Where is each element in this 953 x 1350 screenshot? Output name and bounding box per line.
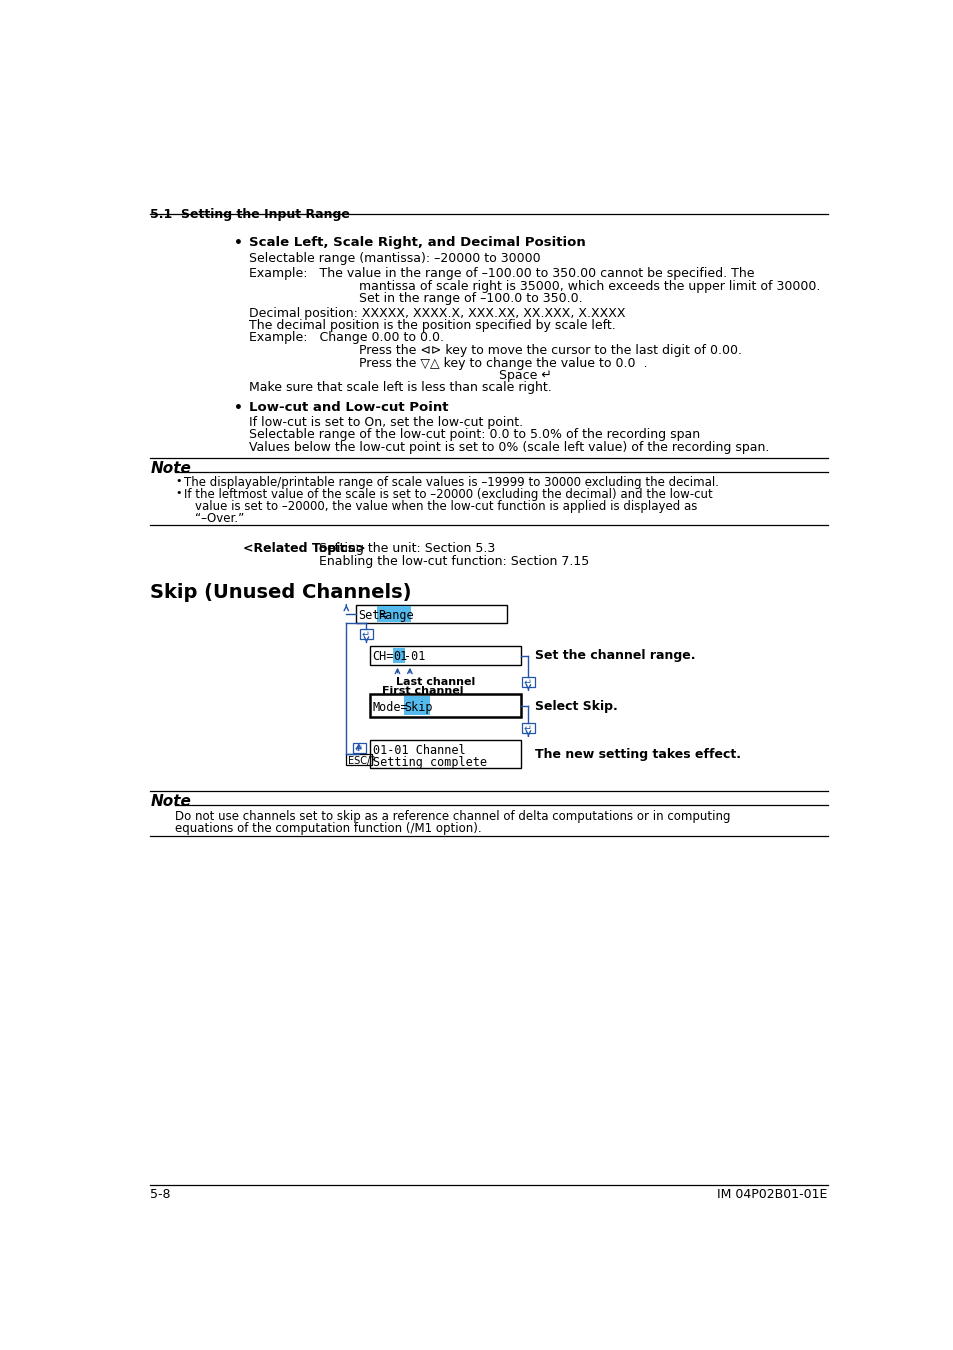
Text: Low-cut and Low-cut Point: Low-cut and Low-cut Point xyxy=(249,401,449,413)
Bar xyxy=(521,724,535,733)
Bar xyxy=(521,678,535,687)
Text: Example:   Change 0.00 to 0.0.: Example: Change 0.00 to 0.0. xyxy=(249,331,444,344)
Text: If the leftmost value of the scale is set to –20000 (excluding the decimal) and : If the leftmost value of the scale is se… xyxy=(184,489,712,501)
Text: Skip (Unused Channels): Skip (Unused Channels) xyxy=(150,583,412,602)
Text: -01: -01 xyxy=(404,651,425,663)
Bar xyxy=(369,740,520,768)
Text: Example:   The value in the range of –100.00 to 350.00 cannot be specified. The: Example: The value in the range of –100.… xyxy=(249,267,754,281)
Text: Space ↵: Space ↵ xyxy=(498,369,551,382)
Bar xyxy=(346,755,372,765)
Text: Set in the range of –100.0 to 350.0.: Set in the range of –100.0 to 350.0. xyxy=(359,292,582,305)
Text: 5.1  Setting the Input Range: 5.1 Setting the Input Range xyxy=(150,208,350,221)
Text: Selectable range (mantissa): –20000 to 30000: Selectable range (mantissa): –20000 to 3… xyxy=(249,252,540,265)
Text: Set the channel range.: Set the channel range. xyxy=(534,649,695,663)
Text: IM 04P02B01-01E: IM 04P02B01-01E xyxy=(717,1188,827,1202)
Text: Selectable range of the low-cut point: 0.0 to 5.0% of the recording span: Selectable range of the low-cut point: 0… xyxy=(249,428,700,441)
Text: “–Over.”: “–Over.” xyxy=(195,512,244,525)
Text: mantissa of scale right is 35000, which exceeds the upper limit of 30000.: mantissa of scale right is 35000, which … xyxy=(359,279,820,293)
Bar xyxy=(355,605,506,624)
Text: Values below the low-cut point is set to 0% (scale left value) of the recording : Values below the low-cut point is set to… xyxy=(249,440,769,454)
Text: 01: 01 xyxy=(394,651,408,663)
Text: The displayable/printable range of scale values is –19999 to 30000 excluding the: The displayable/printable range of scale… xyxy=(184,477,719,489)
Text: Press the ⊲⊳ key to move the cursor to the last digit of 0.00.: Press the ⊲⊳ key to move the cursor to t… xyxy=(359,344,741,358)
Text: ↵: ↵ xyxy=(523,724,532,734)
Text: Mode=: Mode= xyxy=(373,701,408,714)
Text: Note: Note xyxy=(150,460,191,475)
Bar xyxy=(353,744,365,753)
Bar xyxy=(403,697,430,716)
Text: <Related Topics>: <Related Topics> xyxy=(243,543,366,555)
Text: First channel: First channel xyxy=(381,686,463,697)
Text: Decimal position: XXXXX, XXXX.X, XXX.XX, XX.XXX, X.XXXX: Decimal position: XXXXX, XXXX.X, XXX.XX,… xyxy=(249,306,625,320)
Text: Setting complete: Setting complete xyxy=(373,756,486,768)
Text: Setting the unit: Section 5.3: Setting the unit: Section 5.3 xyxy=(319,543,495,555)
Text: Range: Range xyxy=(377,609,414,621)
Text: value is set to –20000, the value when the low-cut function is applied is displa: value is set to –20000, the value when t… xyxy=(195,500,697,513)
Text: equations of the computation function (/M1 option).: equations of the computation function (/… xyxy=(174,822,481,834)
Text: Select Skip.: Select Skip. xyxy=(534,701,617,713)
Text: Skip: Skip xyxy=(404,701,433,714)
Text: ↵: ↵ xyxy=(361,630,370,640)
Text: ↵: ↵ xyxy=(523,678,532,688)
Text: Set=: Set= xyxy=(358,609,387,621)
Text: Last channel: Last channel xyxy=(395,678,475,687)
Text: Note: Note xyxy=(150,794,191,809)
Bar xyxy=(360,629,373,640)
Text: Do not use channels set to skip as a reference channel of delta computations or : Do not use channels set to skip as a ref… xyxy=(174,810,730,822)
Text: Scale Left, Scale Right, and Decimal Position: Scale Left, Scale Right, and Decimal Pos… xyxy=(249,236,585,248)
Text: ESC/?: ESC/? xyxy=(348,756,375,765)
Text: CH=: CH= xyxy=(373,651,394,663)
Text: •: • xyxy=(233,401,243,414)
Text: The new setting takes effect.: The new setting takes effect. xyxy=(534,748,740,761)
Bar xyxy=(393,648,405,663)
Text: •: • xyxy=(174,489,181,498)
Text: 01-01 Channel: 01-01 Channel xyxy=(373,744,465,757)
Text: If low-cut is set to On, set the low-cut point.: If low-cut is set to On, set the low-cut… xyxy=(249,416,523,429)
Text: ↵: ↵ xyxy=(354,744,362,755)
Bar xyxy=(369,694,520,717)
Text: Press the ▽△ key to change the value to 0.0  .: Press the ▽△ key to change the value to … xyxy=(359,356,647,370)
Text: •: • xyxy=(233,236,243,250)
Text: Make sure that scale left is less than scale right.: Make sure that scale left is less than s… xyxy=(249,382,552,394)
Text: •: • xyxy=(174,477,181,486)
Bar xyxy=(377,606,410,622)
Text: Enabling the low-cut function: Section 7.15: Enabling the low-cut function: Section 7… xyxy=(319,555,589,568)
Bar xyxy=(369,647,520,664)
Text: The decimal position is the position specified by scale left.: The decimal position is the position spe… xyxy=(249,319,616,332)
Text: 5-8: 5-8 xyxy=(150,1188,171,1202)
